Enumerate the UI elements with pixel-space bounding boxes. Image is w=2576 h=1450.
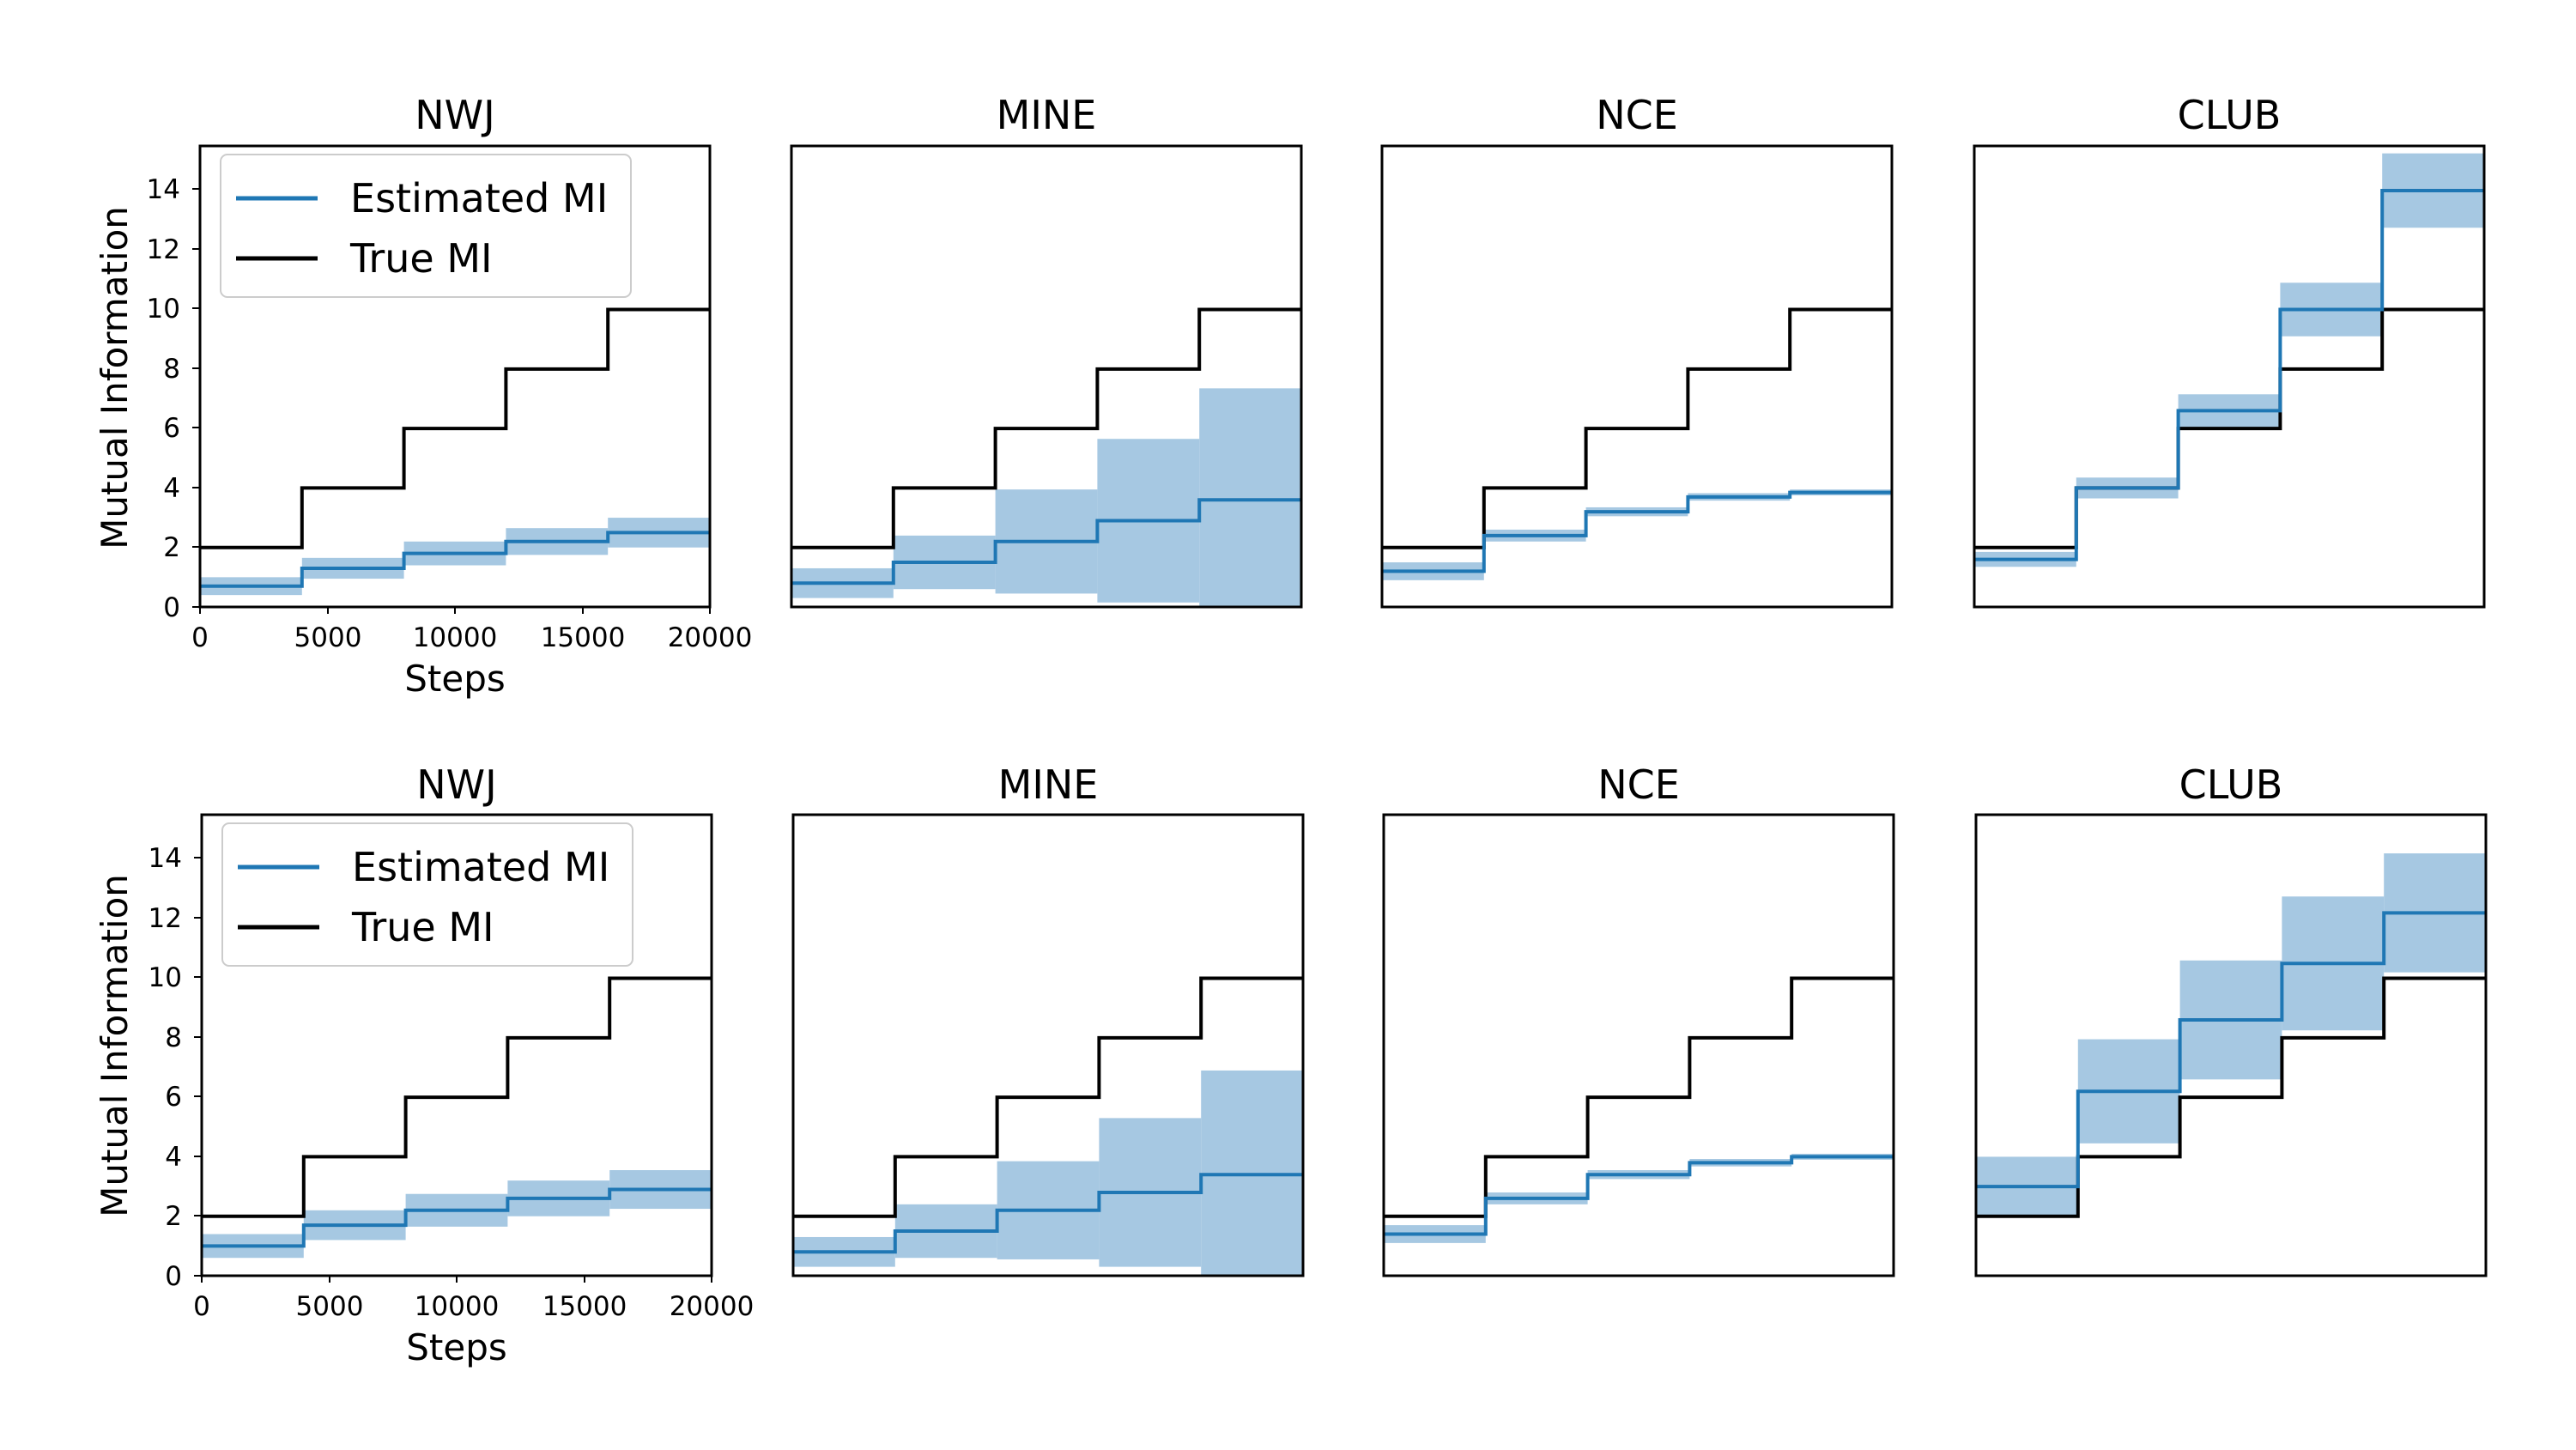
legend-box <box>220 154 632 298</box>
plot-area <box>793 976 1303 1276</box>
y-tick-label: 12 <box>148 903 182 934</box>
legend-estimated-label: Estimated MI <box>352 844 609 890</box>
plot-frame <box>1380 144 1894 609</box>
true-mi-line <box>1974 307 2484 549</box>
plot-area <box>202 976 712 1259</box>
estimated-mi-line <box>1974 188 2484 561</box>
legend-true-label: True MI <box>351 904 494 950</box>
panel-club-row2 <box>1974 813 2488 1277</box>
plot-frame <box>1974 813 2488 1277</box>
plot-frame <box>790 144 1303 609</box>
plot-area <box>200 307 710 596</box>
panel-nce-row2 <box>1382 813 1895 1277</box>
plot-area <box>791 307 1301 607</box>
y-tick-label: 6 <box>163 413 180 444</box>
true-mi-line <box>200 307 710 549</box>
true-mi-line <box>791 307 1301 549</box>
x-axis-label-row2: Steps <box>406 1326 507 1368</box>
estimated-mi-line <box>202 1187 712 1248</box>
y-tick-label: 8 <box>165 1022 182 1053</box>
panel-nwj-row1 <box>198 144 712 609</box>
plot-area <box>1974 153 2484 567</box>
panel-mine-row2 <box>791 813 1305 1277</box>
estimated-mi-line <box>200 531 710 588</box>
y-tick-label: 10 <box>148 962 182 993</box>
estimate-band-segment <box>1199 388 1301 607</box>
x-tick-label: 10000 <box>415 1291 500 1322</box>
legend-row1: Estimated MI True MI <box>220 154 632 298</box>
y-tick-label: 0 <box>163 592 180 623</box>
y-tick-label: 4 <box>163 473 180 504</box>
estimated-mi-line <box>1976 911 2486 1189</box>
x-tick-label: 0 <box>191 622 209 653</box>
row1-nwj-x-ticks: 0 5000 10000 15000 20000 <box>191 607 752 653</box>
x-axis-label-row1: Steps <box>404 658 506 700</box>
plot-frame <box>200 813 713 1277</box>
y-tick-label: 10 <box>147 294 180 325</box>
true-mi-line <box>202 976 712 1218</box>
true-mi-line <box>1384 976 1894 1218</box>
plot-frame <box>1382 813 1895 1277</box>
panel-title-nce-row1: NCE <box>1596 92 1678 138</box>
panel-title-nwj-row1: NWJ <box>415 92 494 138</box>
legend-box <box>221 822 633 967</box>
x-tick-label: 20000 <box>670 1291 755 1322</box>
panel-title-nce-row2: NCE <box>1597 761 1680 808</box>
row2-nwj-x-ticks: 0 5000 10000 15000 20000 <box>193 1276 754 1322</box>
row1-nwj-y-ticks: 0 2 4 6 8 10 12 14 <box>147 174 199 623</box>
estimated-mi-line <box>793 1173 1303 1254</box>
y-tick-label: 2 <box>165 1201 182 1232</box>
estimated-mi-line <box>1382 490 1892 573</box>
legend-row2: Estimated MI True MI <box>221 822 633 967</box>
panel-title-club-row2: CLUB <box>2179 761 2283 808</box>
y-tick-label: 0 <box>165 1261 182 1292</box>
panel-title-mine-row1: MINE <box>997 92 1097 138</box>
x-tick-label: 20000 <box>668 622 753 653</box>
legend-estimated-label: Estimated MI <box>350 175 608 221</box>
panel-mine-row1 <box>790 144 1303 609</box>
panel-nce-row1 <box>1380 144 1894 609</box>
y-tick-label: 2 <box>163 532 180 563</box>
x-tick-label: 15000 <box>542 1291 627 1322</box>
legend-true-label: True MI <box>349 235 493 282</box>
x-tick-label: 0 <box>193 1291 210 1322</box>
plot-area <box>1976 853 2486 1218</box>
estimated-mi-line <box>791 498 1301 585</box>
y-axis-label-row1: Mutual Information <box>94 206 136 549</box>
y-tick-label: 8 <box>163 354 180 385</box>
row2-nwj-y-ticks: 0 2 4 6 8 10 12 14 <box>148 843 201 1292</box>
true-mi-line <box>793 976 1303 1218</box>
x-tick-label: 5000 <box>294 622 362 653</box>
y-tick-label: 4 <box>165 1142 182 1173</box>
plot-area <box>1382 307 1892 580</box>
estimated-mi-line <box>1384 1155 1894 1236</box>
y-tick-label: 14 <box>148 843 182 874</box>
plot-frame <box>791 813 1305 1277</box>
x-tick-label: 10000 <box>413 622 498 653</box>
y-tick-label: 12 <box>147 234 180 265</box>
panel-title-nwj-row2: NWJ <box>416 761 496 808</box>
panel-club-row1 <box>1973 144 2486 609</box>
y-tick-label: 14 <box>147 174 180 205</box>
y-tick-label: 6 <box>165 1082 182 1113</box>
plot-area <box>1384 976 1894 1243</box>
plot-frame <box>1973 144 2486 609</box>
panel-title-mine-row2: MINE <box>998 761 1099 808</box>
panel-nwj-row2 <box>200 813 713 1277</box>
plot-frame <box>198 144 712 609</box>
x-tick-label: 5000 <box>296 1291 364 1322</box>
panel-title-club-row1: CLUB <box>2178 92 2282 138</box>
true-mi-line <box>1382 307 1892 549</box>
x-tick-label: 15000 <box>541 622 626 653</box>
y-axis-label-row2: Mutual Information <box>94 874 136 1217</box>
